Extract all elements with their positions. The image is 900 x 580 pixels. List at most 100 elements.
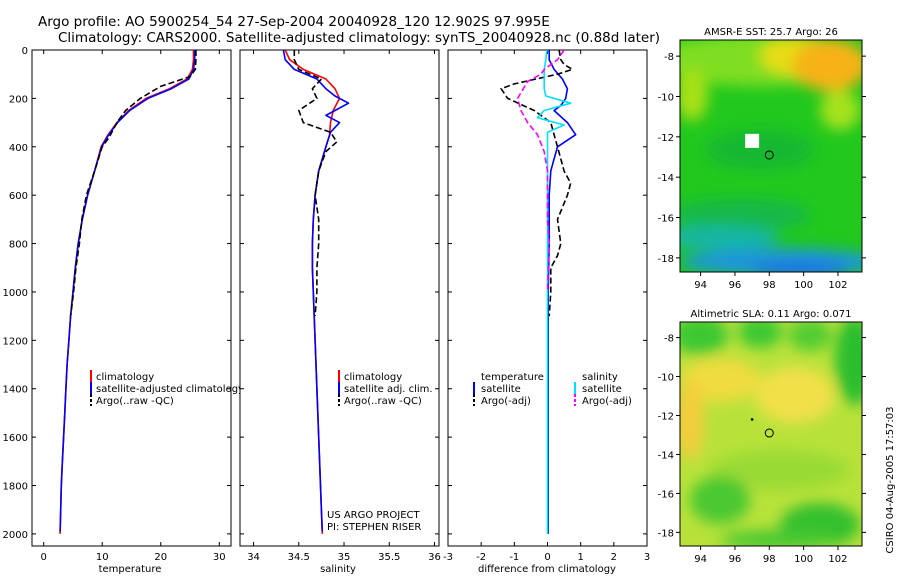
sla-green-ne (788, 322, 832, 351)
sst-field-blobs (680, 40, 862, 272)
y-tick-label: 0 (22, 46, 28, 57)
map-x-tick-label: 102 (828, 280, 847, 291)
sst-mid-green (705, 130, 815, 170)
sla-map-panel: Altimetric SLA: 0.11 Argo: 0.071 94 96 98 1… (658, 309, 866, 565)
x-tick-label: 2 (611, 552, 617, 563)
legend-sal-satellite-label: satellite (582, 384, 622, 395)
map-x-tick-label: 98 (763, 554, 776, 565)
legend-temperature-heading: temperature (481, 372, 544, 383)
legend-argo-label: Argo(..raw -QC) (344, 396, 422, 407)
temperature-series (59, 50, 197, 534)
difference-y-ticks (448, 49, 647, 535)
sla-map-field (680, 322, 862, 546)
y-tick-label: 1800 (3, 482, 28, 493)
sla-track-point (750, 418, 754, 421)
sst-map-panel: AMSR-E SST: 25.7 Argo: 26 94 96 98 100 102 -8… (658, 27, 866, 291)
salinity-xlabel: salinity (320, 564, 356, 575)
map-y-tick-label: -14 (658, 173, 674, 184)
sla-yellow-west (680, 358, 760, 402)
salinity-x-ticks: 34 34.5 35 35.5 36 (247, 50, 441, 563)
map-y-tick-label: -16 (658, 214, 674, 225)
x-tick-label: -1 (509, 552, 519, 563)
sla-green-sw (690, 476, 750, 524)
sst-cold-deep (750, 262, 850, 272)
map-y-tick-label: -14 (658, 450, 674, 461)
series-line-argo-raw-qc (293, 50, 338, 317)
sla-argo-location-marker (764, 428, 774, 438)
sst-map-field (680, 40, 862, 272)
map-y-tick-label: -18 (658, 528, 674, 539)
temperature-panel: 0 200 400 600 800 1000 1200 1400 1600 1800 2000 0 1… (3, 46, 244, 575)
salinity-series (282, 50, 350, 534)
difference-legend-temperature: temperature satellite Argo(-adj) (473, 372, 544, 407)
map-x-tick-label: 102 (828, 554, 847, 565)
x-tick-label: 0 (41, 552, 47, 563)
salinity-y-ticks (240, 49, 439, 535)
sla-green-nw (680, 322, 728, 355)
y-tick-label: 1600 (3, 433, 28, 444)
sla-yellow-edge (680, 380, 704, 460)
x-tick-label: -3 (443, 552, 453, 563)
project-credit-line2: PI: STEPHEN RISER (327, 522, 421, 533)
salinity-panel: 34 34.5 35 35.5 36 salinity climatology sate… (239, 49, 441, 575)
difference-panel: -3 -2 -1 0 1 2 3 difference from climatology t… (443, 49, 650, 575)
sla-green-n (738, 322, 782, 348)
sst-map-ticks: 94 96 98 100 102 -8 -10 -12 -14 -16 -18 (658, 52, 866, 291)
project-credit-line1: US ARGO PROJECT (327, 510, 421, 521)
map-x-tick-label: 100 (794, 280, 813, 291)
temperature-y-ticks: 0 200 400 600 800 1000 1200 1400 1600 1800 2000 (3, 46, 231, 541)
sla-field-blobs (680, 322, 862, 546)
map-y-tick-label: -10 (658, 373, 674, 384)
map-y-tick-label: -8 (664, 334, 674, 345)
x-tick-label: 30 (213, 552, 226, 563)
x-tick-label: 34 (247, 552, 260, 563)
map-y-tick-label: -12 (658, 133, 674, 144)
map-x-tick-label: 94 (694, 554, 707, 565)
series-line-satellite-adjusted-climatology (59, 50, 196, 532)
sst-map-title: AMSR-E SST: 25.7 Argo: 26 (704, 27, 838, 38)
y-tick-label: 600 (9, 191, 28, 202)
series-line-salinity-argo-adj (516, 50, 565, 293)
temperature-legend: climatology satellite-adjusted climatolo… (90, 370, 244, 407)
y-tick-label: 800 (9, 240, 28, 251)
map-y-tick-label: -18 (658, 254, 674, 265)
difference-series (500, 50, 577, 534)
sla-map-ticks: 94 96 98 100 102 -8 -10 -12 -14 -16 -18 (658, 334, 866, 565)
sla-green-east (835, 322, 862, 405)
legend-temp-argo-label: Argo(-adj) (481, 396, 531, 407)
salinity-axes-frame (239, 49, 440, 547)
legend-climatology-label: climatology (96, 372, 154, 383)
map-x-tick-label: 98 (763, 280, 776, 291)
map-x-tick-label: 96 (729, 280, 742, 291)
legend-climatology-label: climatology (344, 372, 402, 383)
y-tick-label: 1000 (3, 288, 28, 299)
temperature-xlabel: temperature (99, 564, 162, 575)
y-tick-label: 200 (9, 94, 28, 105)
x-tick-label: 20 (154, 552, 167, 563)
sst-cool-teal (680, 226, 780, 250)
x-tick-label: 3 (644, 552, 650, 563)
sla-green-s (720, 530, 840, 546)
x-tick-label: 10 (96, 552, 109, 563)
temperature-axes-frame (31, 49, 232, 547)
map-x-tick-label: 100 (794, 554, 813, 565)
y-tick-label: 400 (9, 143, 28, 154)
sst-argo-location-marker (764, 150, 774, 160)
y-tick-label: 2000 (3, 530, 28, 541)
sst-data-gap-marker (745, 133, 760, 148)
sst-warm-east (820, 90, 860, 130)
figure-title-line2: Climatology: CARS2000. Satellite-adjuste… (58, 30, 661, 46)
legend-argo-label: Argo(..raw -QC) (96, 396, 174, 407)
sla-yellow-center (755, 367, 835, 423)
x-tick-label: 36 (428, 552, 441, 563)
sla-lime-south (710, 450, 850, 490)
x-tick-label: 35 (338, 552, 351, 563)
series-line-argo-raw-qc (69, 50, 197, 317)
csiro-credit: CSIRO 04-Aug-2005 17:57:03 (885, 406, 896, 553)
x-tick-label: -2 (476, 552, 486, 563)
x-tick-label: 34.5 (288, 552, 310, 563)
map-y-tick-label: -8 (664, 52, 674, 63)
figure-title-line1: Argo profile: AO 5900254_54 27-Sep-2004 … (38, 14, 550, 30)
map-y-tick-label: -10 (658, 92, 674, 103)
